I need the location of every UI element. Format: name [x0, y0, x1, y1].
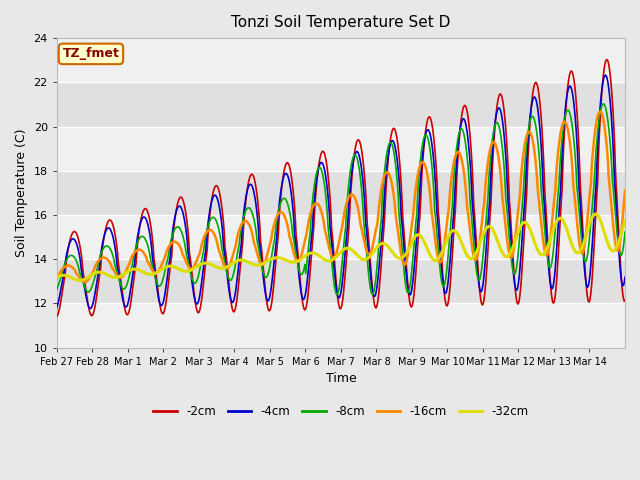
-4cm — [86, 306, 94, 312]
-2cm — [224, 271, 232, 277]
Text: TZ_fmet: TZ_fmet — [63, 48, 120, 60]
-2cm — [274, 240, 282, 245]
-32cm — [401, 253, 408, 259]
-32cm — [120, 271, 128, 276]
-4cm — [275, 210, 282, 216]
-4cm — [621, 275, 629, 280]
-16cm — [120, 271, 128, 277]
-4cm — [432, 192, 440, 198]
-8cm — [621, 229, 629, 235]
-32cm — [53, 275, 61, 280]
Bar — [57, 38, 625, 83]
Bar — [57, 259, 625, 303]
Bar — [57, 83, 625, 127]
-16cm — [596, 108, 604, 114]
Line: -16cm: -16cm — [57, 111, 625, 282]
-8cm — [53, 287, 61, 292]
Line: -32cm: -32cm — [57, 214, 625, 280]
Line: -2cm: -2cm — [57, 60, 625, 316]
Bar — [57, 127, 625, 171]
-16cm — [275, 211, 282, 216]
-2cm — [120, 299, 127, 304]
-8cm — [252, 228, 260, 234]
-2cm — [431, 153, 439, 159]
-4cm — [602, 72, 609, 78]
-32cm — [275, 255, 282, 261]
-16cm — [401, 262, 408, 268]
-16cm — [621, 188, 629, 193]
Line: -4cm: -4cm — [57, 75, 625, 309]
Title: Tonzi Soil Temperature Set D: Tonzi Soil Temperature Set D — [231, 15, 451, 30]
-8cm — [224, 274, 232, 279]
-16cm — [225, 264, 232, 270]
-8cm — [120, 286, 127, 292]
-2cm — [621, 298, 629, 303]
X-axis label: Time: Time — [326, 372, 356, 385]
Line: -8cm: -8cm — [57, 104, 625, 295]
-32cm — [76, 277, 84, 283]
-2cm — [252, 185, 260, 191]
-32cm — [621, 217, 629, 223]
-8cm — [274, 213, 282, 218]
Bar — [57, 303, 625, 348]
-16cm — [81, 279, 89, 285]
-8cm — [369, 292, 376, 298]
-4cm — [253, 209, 260, 215]
-16cm — [53, 276, 61, 281]
-8cm — [432, 221, 440, 227]
-32cm — [591, 211, 599, 217]
-4cm — [120, 302, 128, 308]
-2cm — [603, 57, 611, 62]
-16cm — [253, 250, 260, 255]
Bar — [57, 171, 625, 215]
-8cm — [600, 101, 607, 107]
Legend: -2cm, -4cm, -8cm, -16cm, -32cm: -2cm, -4cm, -8cm, -16cm, -32cm — [148, 400, 534, 422]
-2cm — [53, 313, 61, 319]
-32cm — [225, 263, 232, 269]
-32cm — [253, 263, 260, 268]
-4cm — [225, 285, 232, 291]
-32cm — [432, 258, 440, 264]
-2cm — [399, 223, 407, 229]
Bar — [57, 215, 625, 259]
-4cm — [53, 305, 61, 311]
-8cm — [401, 270, 408, 276]
-16cm — [432, 244, 440, 250]
Y-axis label: Soil Temperature (C): Soil Temperature (C) — [15, 129, 28, 257]
-4cm — [401, 248, 408, 254]
